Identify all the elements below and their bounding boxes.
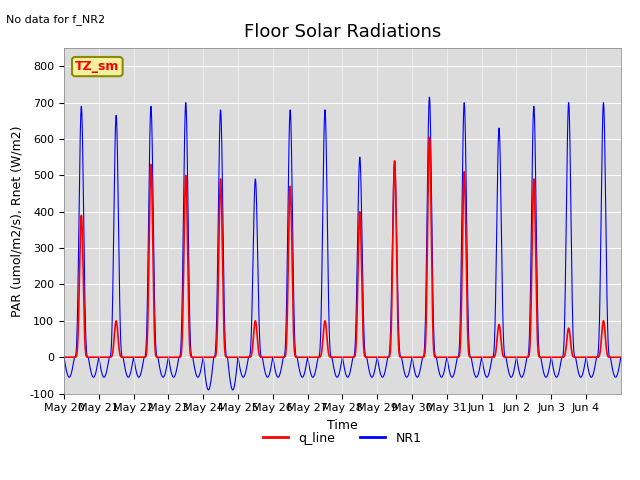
q_line — [175, 354, 183, 360]
NR1 — [364, 357, 371, 362]
NR1 — [205, 387, 212, 393]
Y-axis label: PAR (umol/m2/s), Rnet (W/m2): PAR (umol/m2/s), Rnet (W/m2) — [11, 125, 24, 316]
Title: Floor Solar Radiations: Floor Solar Radiations — [244, 23, 441, 41]
Legend: q_line, NR1: q_line, NR1 — [259, 427, 426, 450]
X-axis label: Time: Time — [327, 419, 358, 432]
Text: No data for f_NR2: No data for f_NR2 — [6, 14, 106, 25]
q_line — [617, 354, 625, 360]
NR1 — [426, 95, 433, 100]
NR1 — [175, 354, 183, 360]
NR1 — [495, 127, 503, 133]
q_line — [495, 322, 503, 327]
q_line — [60, 354, 68, 360]
NR1 — [617, 354, 625, 360]
NR1 — [523, 356, 531, 361]
Line: NR1: NR1 — [64, 97, 621, 390]
Line: q_line: q_line — [64, 137, 621, 357]
NR1 — [60, 354, 68, 360]
Text: TZ_sm: TZ_sm — [75, 60, 120, 73]
NR1 — [537, 356, 545, 361]
q_line — [393, 266, 401, 272]
q_line — [523, 354, 531, 360]
q_line — [426, 134, 433, 140]
q_line — [363, 354, 371, 360]
q_line — [537, 354, 545, 360]
NR1 — [393, 247, 401, 253]
